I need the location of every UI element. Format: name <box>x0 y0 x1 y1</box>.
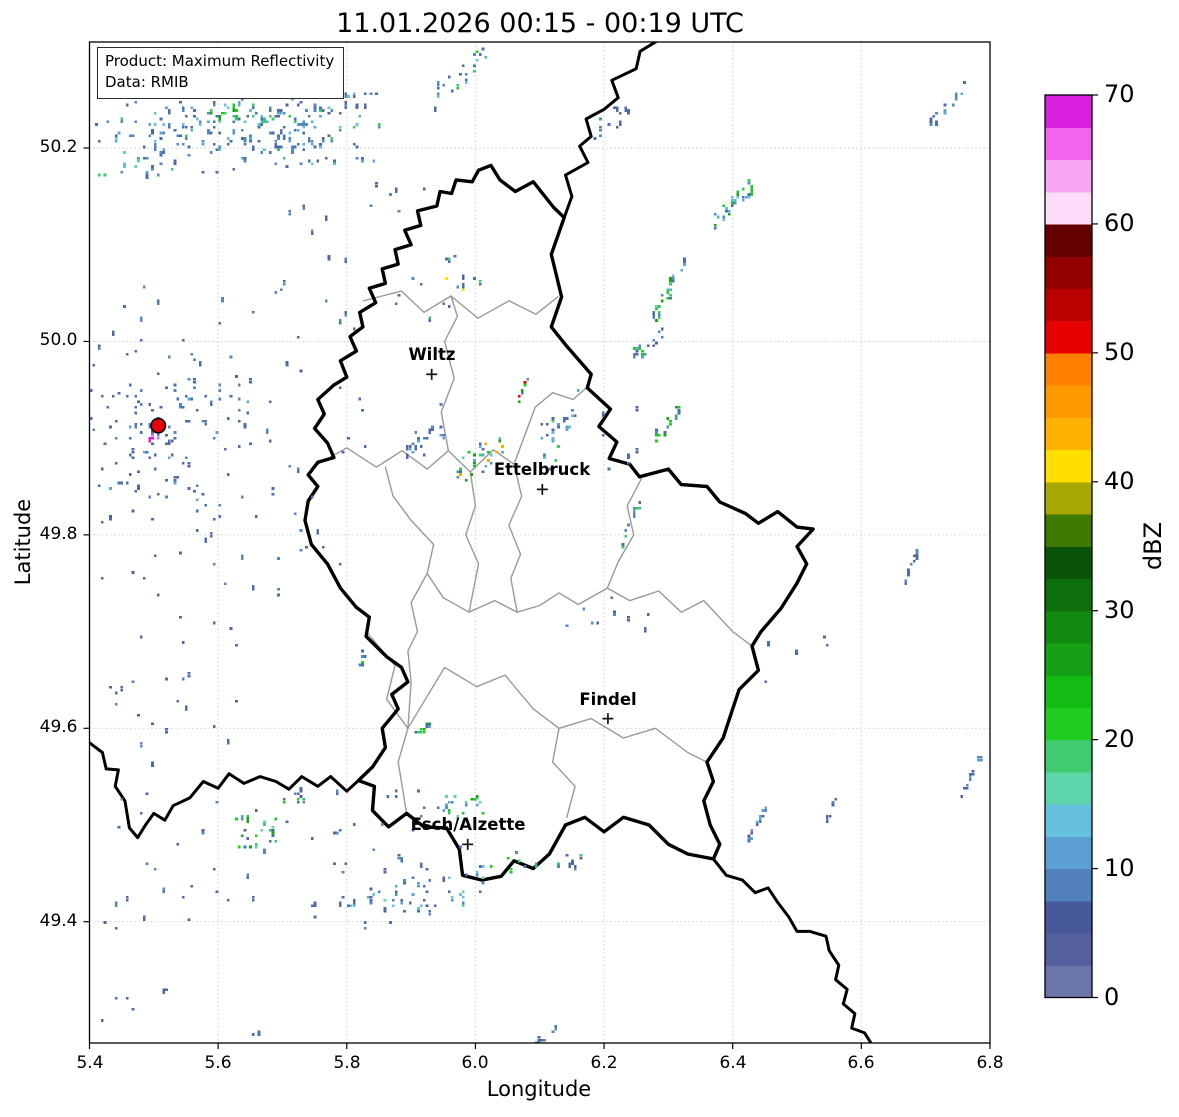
axis-ticks <box>83 147 991 1049</box>
colorbar-frame <box>1044 94 1093 999</box>
district-border <box>551 727 576 818</box>
city-label-esch-alzette: Esch/Alzette <box>410 815 526 834</box>
y-tick-label: 50.0 <box>39 330 78 350</box>
colorbar-tick-label: 70 <box>1104 80 1135 108</box>
colorbar <box>1045 95 1092 999</box>
colorbar-tick-label: 0 <box>1104 983 1120 1011</box>
city-marker-icon <box>536 483 548 495</box>
district-border <box>384 466 753 647</box>
district-border <box>315 384 590 473</box>
product-line: Product: Maximum Reflectivity <box>105 52 335 70</box>
district-border <box>508 463 523 613</box>
colorbar-tick-label: 20 <box>1104 725 1135 753</box>
radar-site-marker <box>150 417 167 434</box>
x-tick-label: 6.4 <box>719 1053 747 1073</box>
city-marker-icon <box>426 368 438 380</box>
data-source-line: Data: RMIB <box>105 73 189 92</box>
neighbor-country-border <box>89 741 360 840</box>
city-label-wiltz: Wiltz <box>408 345 456 364</box>
colorbar-tick-label: 10 <box>1104 854 1135 882</box>
district-border <box>362 290 559 319</box>
colorbar-ticks <box>1092 94 1098 999</box>
plot-area <box>89 42 990 1043</box>
y-tick-label: 49.8 <box>39 524 78 544</box>
colorbar-tick-label: 50 <box>1104 338 1135 366</box>
x-tick-label: 5.8 <box>333 1053 361 1073</box>
plot-frame <box>88 41 991 1044</box>
neighbor-country-border <box>562 42 657 220</box>
city-label-ettelbruck: Ettelbruck <box>493 460 591 479</box>
colorbar-tick-label: 60 <box>1104 209 1135 237</box>
product-info-box: Product: Maximum Reflectivity Data: RMIB <box>97 47 345 99</box>
y-tick-label: 49.6 <box>39 717 78 737</box>
city-marker-icon <box>462 838 474 850</box>
district-border <box>440 295 459 452</box>
x-tick-label: 6.8 <box>976 1053 1004 1073</box>
district-border <box>606 478 643 589</box>
district-border <box>407 666 708 763</box>
y-tick-label: 49.4 <box>39 911 78 931</box>
luxembourg-border <box>303 163 815 882</box>
x-tick-label: 5.6 <box>204 1053 232 1073</box>
y-tick-label: 50.2 <box>39 137 78 157</box>
district-border <box>465 471 480 613</box>
city-label-findel: Findel <box>579 690 637 709</box>
figure-title: 11.01.2026 00:15 - 00:19 UTC <box>336 8 744 39</box>
x-axis-title: Longitude <box>486 1077 592 1101</box>
neighbor-country-border <box>711 857 873 1043</box>
radar-echoes <box>89 47 983 1043</box>
x-tick-label: 6.6 <box>847 1053 875 1073</box>
x-tick-label: 6.0 <box>461 1053 489 1073</box>
x-tick-label: 5.4 <box>76 1053 104 1073</box>
city-marker-icon <box>602 713 614 725</box>
x-tick-label: 6.2 <box>590 1053 618 1073</box>
district-border <box>407 572 428 729</box>
colorbar-tick-label: 30 <box>1104 596 1135 624</box>
gridlines <box>89 42 990 1043</box>
colorbar-tick-label: 40 <box>1104 467 1135 495</box>
